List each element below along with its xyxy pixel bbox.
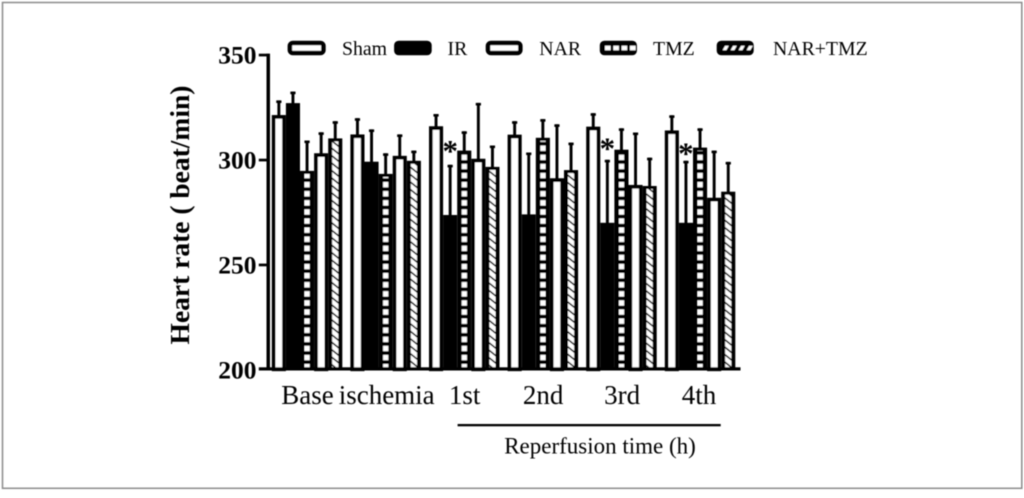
svg-text:2nd: 2nd bbox=[523, 380, 564, 410]
svg-text:TMZ: TMZ bbox=[653, 38, 695, 60]
svg-text:300: 300 bbox=[218, 146, 256, 175]
svg-text:200: 200 bbox=[218, 356, 256, 385]
svg-text:Sham: Sham bbox=[342, 38, 388, 60]
svg-text:Heart rate ( beat/min): Heart rate ( beat/min) bbox=[164, 86, 195, 345]
svg-text:Base: Base bbox=[281, 380, 334, 410]
svg-text:*: * bbox=[600, 131, 616, 166]
svg-text:*: * bbox=[678, 135, 694, 170]
svg-text:4th: 4th bbox=[682, 380, 717, 410]
svg-text:ischemia: ischemia bbox=[339, 380, 435, 410]
svg-text:3rd: 3rd bbox=[604, 380, 640, 410]
svg-text:Reperfusion time (h): Reperfusion time (h) bbox=[504, 434, 696, 459]
svg-text:NAR+TMZ: NAR+TMZ bbox=[773, 38, 868, 60]
svg-text:NAR: NAR bbox=[539, 38, 582, 60]
svg-text:*: * bbox=[442, 133, 458, 168]
svg-text:350: 350 bbox=[218, 41, 256, 70]
svg-text:IR: IR bbox=[448, 38, 469, 60]
svg-text:1st: 1st bbox=[449, 380, 481, 410]
svg-text:250: 250 bbox=[218, 251, 256, 280]
